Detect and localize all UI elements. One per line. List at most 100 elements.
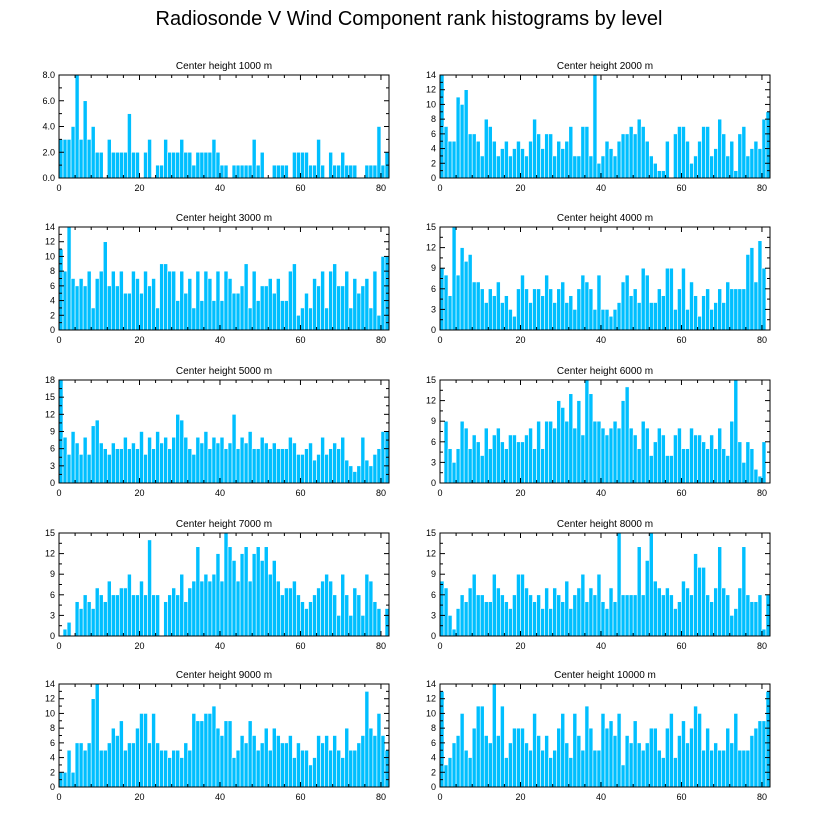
histogram-bar (227, 278, 233, 331)
histogram-bar (512, 148, 517, 179)
histogram-bar (451, 140, 457, 179)
histogram-bar (761, 628, 767, 637)
histogram-bar (753, 140, 759, 179)
histogram-bar (143, 713, 148, 788)
histogram-bar (532, 288, 537, 331)
histogram-bar (725, 155, 731, 179)
histogram-bar (255, 448, 261, 484)
histogram-bar (292, 151, 297, 179)
y-tick-label: 12 (426, 243, 436, 253)
histogram-bar (163, 749, 168, 788)
histogram-bar (288, 587, 293, 637)
histogram-bar (163, 436, 168, 484)
y-tick-label: 2 (431, 158, 436, 168)
y-tick-label: 12 (426, 396, 436, 406)
histogram-bar (183, 292, 189, 331)
histogram-bar (528, 749, 533, 788)
histogram-bar (552, 155, 557, 179)
y-tick-label: 12 (426, 694, 436, 704)
histogram-bar (296, 742, 301, 788)
histogram-bar (628, 126, 634, 179)
histogram-bar (616, 532, 622, 637)
histogram-bar (753, 601, 759, 637)
x-tick-label: 20 (134, 335, 144, 345)
histogram-bar (467, 448, 473, 484)
x-tick-label: 0 (437, 183, 442, 193)
histogram-bar (528, 594, 533, 637)
panel-title: Center height 9000 m (176, 670, 272, 681)
x-tick-label: 60 (676, 792, 686, 802)
histogram-bar (612, 309, 618, 331)
histogram-bar (199, 720, 205, 788)
histogram-bar (308, 442, 313, 484)
histogram-bar (677, 735, 682, 788)
histogram-bar (652, 162, 658, 179)
histogram-bar (271, 727, 277, 788)
histogram-bar (713, 148, 718, 179)
histogram-bar (231, 414, 237, 484)
histogram-bar (82, 436, 88, 484)
panel-5: Center height 5000 m 0 20 40 60 80 0 3 6 9 12 15 18 (45, 366, 390, 498)
histogram-bar (235, 749, 241, 788)
histogram-bar (324, 307, 329, 331)
histogram-bar (187, 278, 193, 331)
histogram-bar (102, 241, 108, 331)
histogram-bar (677, 601, 682, 637)
y-tick-label: 8 (50, 266, 55, 276)
histogram-bar (368, 307, 374, 331)
histogram-bar (316, 735, 321, 788)
histogram-bar (167, 270, 172, 331)
histogram-bar (693, 295, 698, 331)
histogram-bar (267, 448, 273, 484)
histogram-bar (239, 285, 245, 331)
histogram-bar (179, 139, 185, 179)
histogram-bar (203, 713, 209, 788)
histogram-bar (447, 140, 453, 179)
histogram-bar (320, 270, 325, 331)
histogram-bar (131, 594, 136, 637)
histogram-bar (636, 302, 642, 331)
histogram-bar (483, 302, 489, 331)
histogram-bar (496, 587, 501, 637)
histogram-bar (761, 267, 767, 331)
histogram-bar (492, 683, 497, 788)
x-tick-label: 60 (295, 183, 305, 193)
histogram-bar (251, 139, 257, 179)
y-tick-label: 3 (50, 461, 55, 471)
y-tick-label: 4 (431, 144, 436, 154)
histogram-bar (737, 587, 743, 637)
histogram-bar (78, 278, 84, 331)
histogram-bar (119, 270, 124, 331)
histogram-bar (239, 735, 245, 788)
x-tick-label: 20 (515, 488, 525, 498)
histogram-bar (119, 720, 124, 788)
histogram-bar (111, 442, 116, 484)
y-tick-label: 0 (50, 782, 55, 792)
histogram-bar (271, 560, 277, 637)
histogram-bar (203, 270, 209, 331)
histogram-bar (475, 594, 481, 637)
histogram-bar (451, 742, 457, 788)
histogram-bar (596, 162, 602, 179)
histogram-bar (745, 749, 751, 788)
histogram-bar (592, 309, 598, 331)
histogram-bar (308, 307, 313, 331)
histogram-bar (215, 442, 221, 484)
x-tick-label: 40 (596, 641, 606, 651)
histogram-bar (235, 448, 241, 484)
histogram-bar (171, 436, 176, 484)
histogram-bar (673, 608, 678, 637)
histogram-bar (467, 587, 473, 637)
x-tick-label: 20 (134, 488, 144, 498)
x-tick-label: 80 (376, 183, 386, 193)
histogram-bar (115, 285, 120, 331)
x-tick-label: 20 (134, 792, 144, 802)
histogram-bar (608, 587, 614, 637)
histogram-bar (352, 164, 358, 179)
histogram-bar (584, 601, 590, 637)
histogram-bar (131, 270, 136, 331)
y-tick-label: 6.0 (42, 96, 55, 106)
histogram-bar (475, 281, 481, 331)
histogram-bar (600, 713, 606, 788)
histogram-bar (600, 309, 606, 331)
